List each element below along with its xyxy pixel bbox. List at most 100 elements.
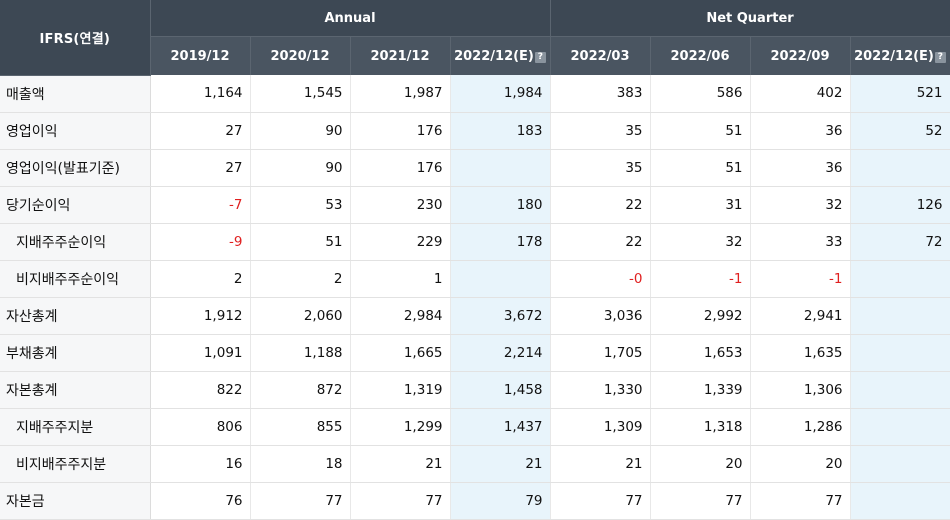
table-row: 영업이익 27 90 176 183 35 51 36 52 bbox=[0, 112, 950, 150]
col-header-2022-06: 2022/06 bbox=[650, 36, 751, 75]
table-cell: 1,091 bbox=[150, 334, 251, 372]
table-row: 부채총계 1,091 1,188 1,665 2,214 1,705 1,653 1,635 bbox=[0, 334, 950, 372]
table-cell: 1,330 bbox=[550, 371, 651, 409]
table-cell: 72 bbox=[850, 223, 950, 261]
table-cell: 855 bbox=[250, 408, 351, 446]
table-cell: 586 bbox=[650, 75, 751, 113]
table-cell bbox=[850, 408, 950, 446]
table-row: 영업이익(발표기준) 27 90 176 35 51 36 bbox=[0, 149, 950, 187]
table-cell: 33 bbox=[750, 223, 851, 261]
table-cell: 52 bbox=[850, 112, 950, 150]
col-header-2022-09: 2022/09 bbox=[750, 36, 851, 75]
table-cell: 79 bbox=[450, 482, 551, 520]
table-cell: 35 bbox=[550, 149, 651, 187]
row-label[interactable]: 당기순이익 bbox=[0, 186, 151, 224]
table-cell: 31 bbox=[650, 186, 751, 224]
table-cell: 180 bbox=[450, 186, 551, 224]
table-cell: 18 bbox=[250, 445, 351, 483]
col-header-2022-12e-annual: 2022/12(E)? bbox=[450, 36, 551, 75]
table-cell: 383 bbox=[550, 75, 651, 113]
help-icon[interactable]: ? bbox=[934, 51, 946, 63]
table-cell: 178 bbox=[450, 223, 551, 261]
table-row: 자본총계 822 872 1,319 1,458 1,330 1,339 1,306 bbox=[0, 371, 950, 409]
row-label[interactable]: 비지배주주순이익 bbox=[0, 260, 151, 298]
table-cell: 1,319 bbox=[350, 371, 451, 409]
table-cell: 77 bbox=[550, 482, 651, 520]
table-cell: 1 bbox=[350, 260, 451, 298]
col-header-2021-12: 2021/12 bbox=[350, 36, 451, 75]
row-label[interactable]: 부채총계 bbox=[0, 334, 151, 372]
table-cell: 20 bbox=[650, 445, 751, 483]
col-header-2022-12e-quarter: 2022/12(E)? bbox=[850, 36, 950, 75]
table-cell: 27 bbox=[150, 112, 251, 150]
table-cell: 1,984 bbox=[450, 75, 551, 113]
table-cell: -7 bbox=[150, 186, 251, 224]
table-cell: 1,653 bbox=[650, 334, 751, 372]
table-cell bbox=[850, 149, 950, 187]
table-row: 지배주주순이익 -9 51 229 178 22 32 33 72 bbox=[0, 223, 950, 261]
table-cell: 1,635 bbox=[750, 334, 851, 372]
table-cell: 36 bbox=[750, 149, 851, 187]
table-cell: 1,987 bbox=[350, 75, 451, 113]
table-cell: 2 bbox=[250, 260, 351, 298]
table-cell: 1,665 bbox=[350, 334, 451, 372]
table-row: 매출액 1,164 1,545 1,987 1,984 383 586 402 521 bbox=[0, 75, 950, 113]
row-label[interactable]: 영업이익(발표기준) bbox=[0, 149, 151, 187]
table-cell: 16 bbox=[150, 445, 251, 483]
table-cell: 22 bbox=[550, 186, 651, 224]
table-cell bbox=[850, 482, 950, 520]
table-cell: 77 bbox=[650, 482, 751, 520]
table-cell: 1,164 bbox=[150, 75, 251, 113]
table-cell: 1,458 bbox=[450, 371, 551, 409]
table-cell: 806 bbox=[150, 408, 251, 446]
table-cell: 1,912 bbox=[150, 297, 251, 335]
col-header-label: 2022/12(E) bbox=[854, 48, 934, 64]
row-label[interactable]: 자산총계 bbox=[0, 297, 151, 335]
table-cell: 1,318 bbox=[650, 408, 751, 446]
row-label[interactable]: 매출액 bbox=[0, 75, 151, 113]
table-row: 자본금 76 77 77 79 77 77 77 bbox=[0, 482, 950, 520]
row-label[interactable]: 지배주주지분 bbox=[0, 408, 151, 446]
quarter-group-header: Net Quarter bbox=[550, 0, 950, 37]
table-cell bbox=[850, 334, 950, 372]
row-label[interactable]: 자본총계 bbox=[0, 371, 151, 409]
table-cell: 521 bbox=[850, 75, 950, 113]
table-cell: 1,705 bbox=[550, 334, 651, 372]
table-cell: -1 bbox=[650, 260, 751, 298]
table-cell: 27 bbox=[150, 149, 251, 187]
table-row: 당기순이익 -7 53 230 180 22 31 32 126 bbox=[0, 186, 950, 224]
table-cell bbox=[850, 297, 950, 335]
row-label[interactable]: 자본금 bbox=[0, 482, 151, 520]
table-row: 자산총계 1,912 2,060 2,984 3,672 3,036 2,992 2,941 bbox=[0, 297, 950, 335]
table-cell bbox=[850, 371, 950, 409]
table-cell: 32 bbox=[650, 223, 751, 261]
row-label[interactable]: 영업이익 bbox=[0, 112, 151, 150]
table-cell: 3,036 bbox=[550, 297, 651, 335]
table-cell: -1 bbox=[750, 260, 851, 298]
row-label[interactable]: 지배주주순이익 bbox=[0, 223, 151, 261]
table-cell: 21 bbox=[450, 445, 551, 483]
help-icon[interactable]: ? bbox=[534, 51, 546, 63]
table-cell bbox=[850, 260, 950, 298]
col-header-2020-12: 2020/12 bbox=[250, 36, 351, 75]
table-cell: 2,992 bbox=[650, 297, 751, 335]
col-header-2022-03: 2022/03 bbox=[550, 36, 651, 75]
table-cell: -0 bbox=[550, 260, 651, 298]
table-cell: 35 bbox=[550, 112, 651, 150]
table-cell: -9 bbox=[150, 223, 251, 261]
table-cell: 21 bbox=[550, 445, 651, 483]
table-cell: 77 bbox=[750, 482, 851, 520]
table-cell: 126 bbox=[850, 186, 950, 224]
table-cell: 2,214 bbox=[450, 334, 551, 372]
table-cell: 1,188 bbox=[250, 334, 351, 372]
table-cell bbox=[850, 445, 950, 483]
row-label[interactable]: 비지배주주지분 bbox=[0, 445, 151, 483]
table-cell: 1,339 bbox=[650, 371, 751, 409]
table-cell: 2,984 bbox=[350, 297, 451, 335]
table-cell: 872 bbox=[250, 371, 351, 409]
table-row: 비지배주주순이익 2 2 1 -0 -1 -1 bbox=[0, 260, 950, 298]
table-cell: 229 bbox=[350, 223, 451, 261]
ifrs-header: IFRS(연결) bbox=[0, 0, 151, 76]
table-cell: 3,672 bbox=[450, 297, 551, 335]
